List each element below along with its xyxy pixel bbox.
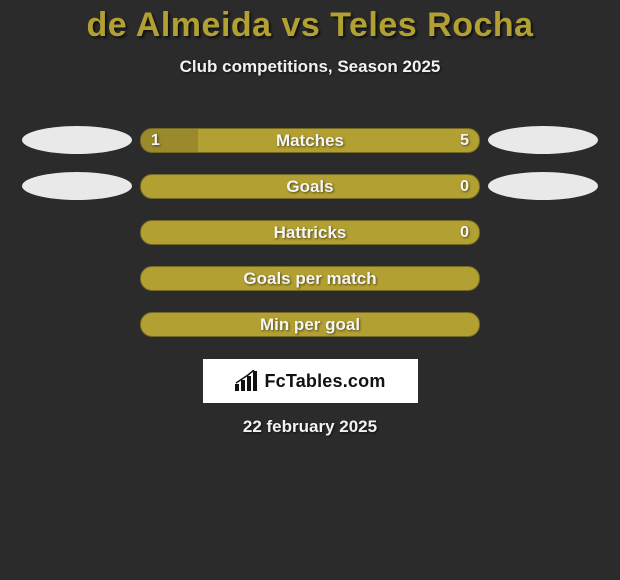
stat-rows: 1Matches5Goals0Hattricks0Goals per match…: [0, 117, 620, 347]
stat-label: Matches: [141, 129, 479, 152]
stat-row: Hattricks0: [0, 209, 620, 255]
player-left-avatar: [22, 126, 132, 154]
player-left-avatar: [22, 172, 132, 200]
stat-label: Min per goal: [141, 313, 479, 336]
stat-bar: Goals per match: [140, 266, 480, 291]
stat-label: Goals: [141, 175, 479, 198]
stat-value-right: 0: [460, 221, 469, 244]
player-right-avatar: [488, 264, 598, 292]
stat-bar: Hattricks0: [140, 220, 480, 245]
date-label: 22 february 2025: [0, 417, 620, 437]
comparison-infographic: de Almeida vs Teles Rocha Club competiti…: [0, 0, 620, 437]
player-right-avatar: [488, 218, 598, 246]
stat-value-right: 5: [460, 129, 469, 152]
page-title: de Almeida vs Teles Rocha: [0, 6, 620, 45]
stat-row: Goals per match: [0, 255, 620, 301]
stat-row: Goals0: [0, 163, 620, 209]
player-right-avatar: [488, 126, 598, 154]
stat-value-right: 0: [460, 175, 469, 198]
stat-bar: Goals0: [140, 174, 480, 199]
player-right-avatar: [488, 172, 598, 200]
logo-text: FcTables.com: [264, 371, 385, 392]
stat-row: Min per goal: [0, 301, 620, 347]
player-left-avatar: [22, 264, 132, 292]
player-left-avatar: [22, 218, 132, 246]
player-left-avatar: [22, 310, 132, 338]
stat-label: Hattricks: [141, 221, 479, 244]
stat-row: 1Matches5: [0, 117, 620, 163]
bar-chart-icon: [234, 370, 258, 392]
stat-bar: Min per goal: [140, 312, 480, 337]
subtitle: Club competitions, Season 2025: [0, 57, 620, 77]
stat-bar: 1Matches5: [140, 128, 480, 153]
player-right-avatar: [488, 310, 598, 338]
stat-label: Goals per match: [141, 267, 479, 290]
fctables-logo: FcTables.com: [203, 359, 418, 403]
